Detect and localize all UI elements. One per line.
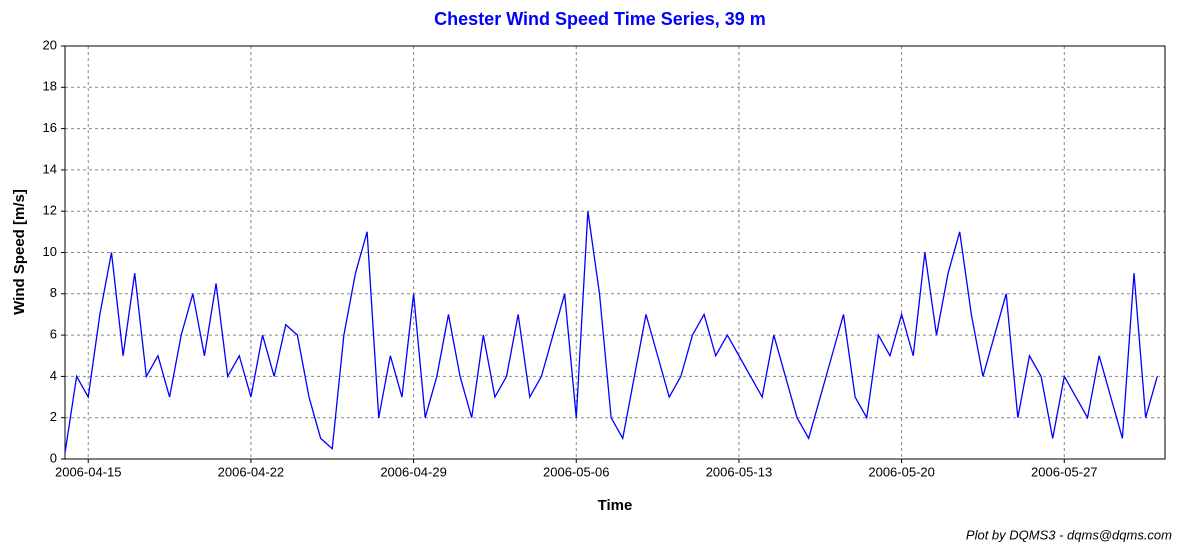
x-axis-label: Time (598, 497, 633, 514)
chart-title: Chester Wind Speed Time Series, 39 m (434, 9, 766, 29)
y-tick-label: 16 (43, 120, 57, 135)
y-tick-label: 2 (50, 409, 57, 424)
y-tick-label: 14 (43, 161, 57, 176)
y-tick-label: 10 (43, 244, 57, 259)
y-tick-label: 4 (50, 368, 57, 383)
x-tick-label: 2006-05-13 (706, 464, 773, 479)
x-tick-label: 2006-04-29 (380, 464, 447, 479)
y-axis-label: Wind Speed [m/s] (11, 189, 28, 315)
y-tick-label: 12 (43, 203, 57, 218)
x-tick-label: 2006-05-20 (868, 464, 935, 479)
y-tick-label: 8 (50, 285, 57, 300)
y-tick-label: 20 (43, 37, 57, 52)
x-tick-label: 2006-04-22 (218, 464, 285, 479)
x-tick-label: 2006-05-27 (1031, 464, 1098, 479)
page: {"chart_data": { "type": "line", "title"… (0, 0, 1179, 548)
chart: Chester Wind Speed Time Series, 39 m Win… (0, 0, 1179, 548)
x-tick-label: 2006-05-06 (543, 464, 610, 479)
y-tick-label: 18 (43, 79, 57, 94)
y-tick-label: 6 (50, 327, 57, 342)
x-tick-label: 2006-04-15 (55, 464, 122, 479)
y-tick-label: 0 (50, 450, 57, 465)
data-line (65, 211, 1157, 453)
footer: Plot by DQMS3 - dqms@dqms.com (966, 527, 1172, 542)
